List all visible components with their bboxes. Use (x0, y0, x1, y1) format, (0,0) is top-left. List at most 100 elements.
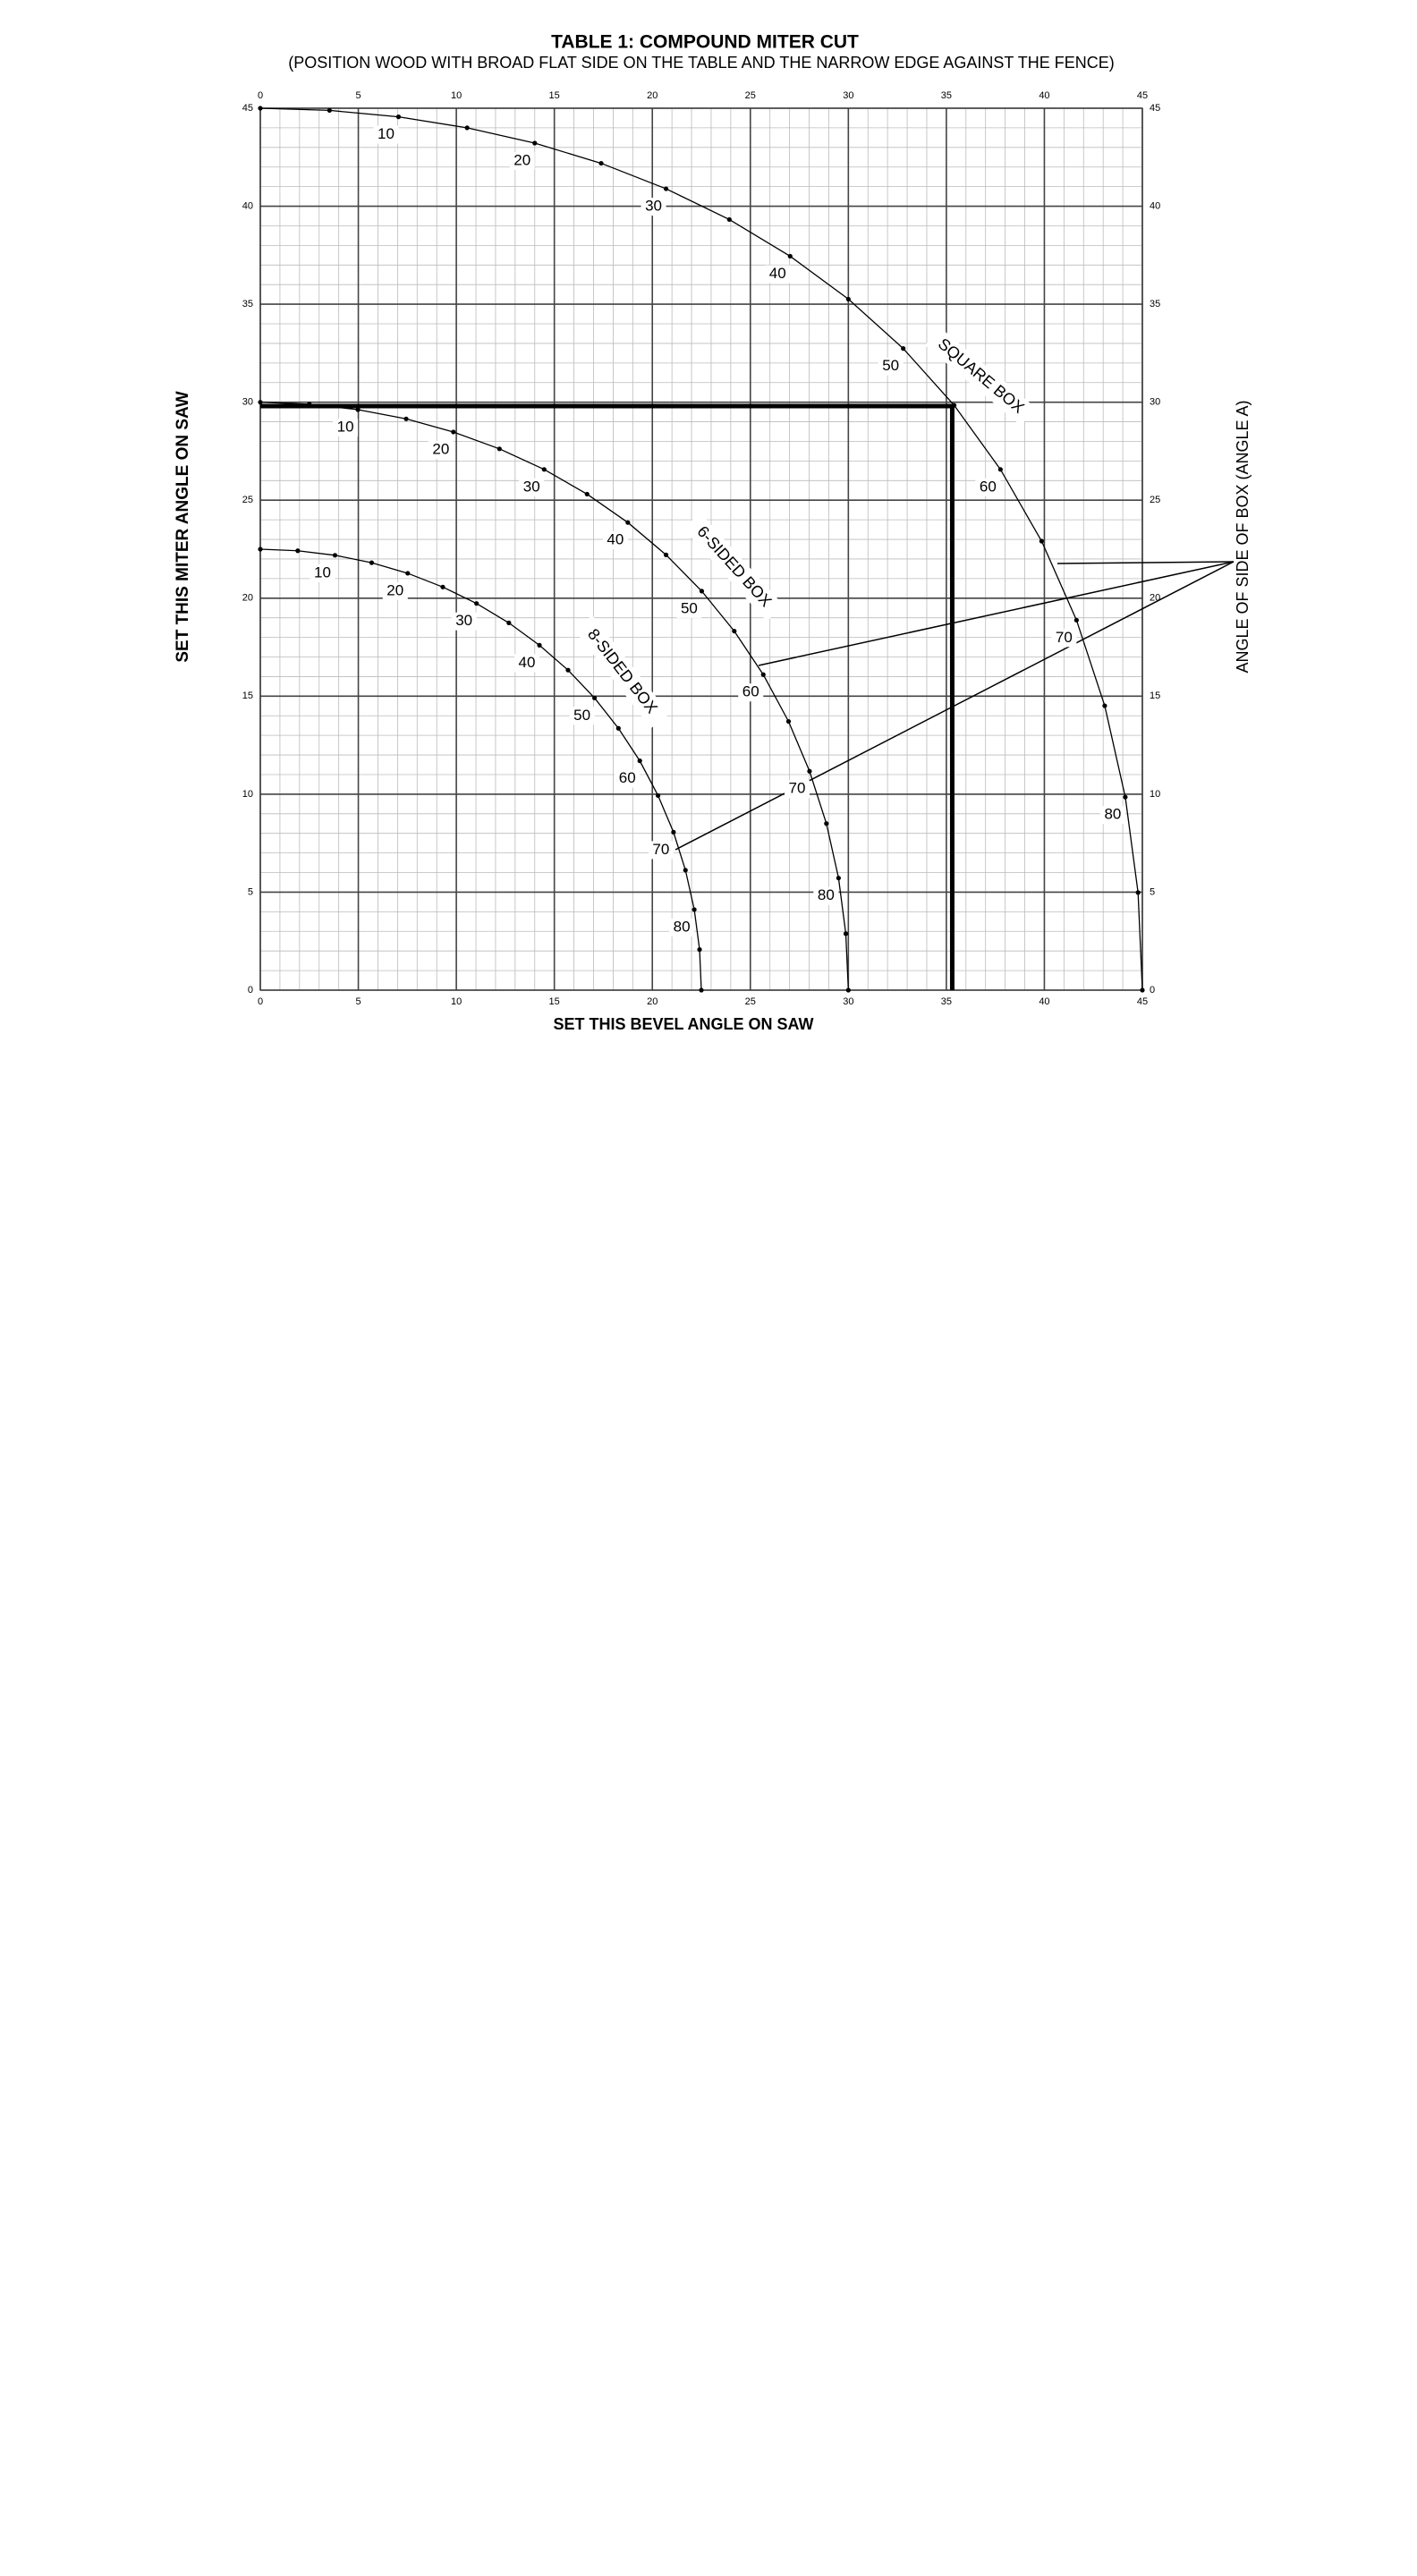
point-label: 30 (645, 198, 662, 215)
x-tick-label: 35 (941, 996, 952, 1007)
data-point (258, 547, 263, 552)
label-bg (373, 125, 399, 144)
x-tick-label: 15 (549, 996, 560, 1007)
data-point (663, 552, 669, 557)
data-point (824, 821, 829, 826)
label-bg (519, 478, 545, 496)
x-tick-label-top: 30 (843, 90, 853, 101)
y-tick-label: 10 (242, 789, 253, 800)
data-point (760, 672, 766, 677)
y-axis-label: SET THIS MITER ANGLE ON SAW (174, 391, 192, 662)
y-tick-label: 0 (248, 985, 253, 996)
point-label: 20 (386, 581, 403, 598)
x-tick-label-top: 35 (941, 90, 952, 101)
label-bg (333, 418, 359, 436)
y-tick-label-right: 25 (1150, 495, 1160, 505)
data-point (836, 876, 841, 881)
point-label: 40 (769, 265, 786, 282)
y-tick-label-right: 40 (1150, 200, 1160, 211)
data-point (845, 987, 851, 993)
point-label: 30 (523, 478, 540, 495)
y-tick-label-right: 5 (1150, 886, 1155, 897)
data-point (615, 725, 621, 731)
minor-grid (259, 107, 1143, 991)
y-tick-label: 30 (242, 397, 253, 408)
data-point (726, 216, 732, 223)
chart-subtitle: (POSITION WOOD WITH BROAD FLAT SIDE ON T… (288, 54, 1114, 72)
label-bg (648, 841, 674, 860)
label-bg (602, 531, 628, 550)
y-tick-label-right: 45 (1150, 103, 1160, 114)
data-point (541, 467, 547, 472)
label-bg (514, 654, 540, 673)
data-point (584, 491, 590, 497)
x-tick-label: 10 (451, 996, 462, 1007)
x-tick-label-top: 25 (745, 90, 756, 101)
label-bg (813, 886, 839, 905)
point-label: 40 (607, 531, 624, 548)
y-tick-label: 5 (248, 886, 253, 897)
y-tick-label: 45 (242, 103, 253, 114)
data-point (440, 584, 445, 589)
data-point (327, 107, 332, 114)
x-tick-label: 25 (745, 996, 756, 1007)
point-label: 10 (314, 564, 331, 580)
data-point (496, 446, 502, 452)
point-label: 20 (432, 440, 449, 457)
data-point (591, 695, 598, 700)
data-point (997, 467, 1003, 472)
data-point (1123, 794, 1128, 800)
data-point (671, 829, 676, 835)
y-tick-label-right: 35 (1150, 299, 1160, 309)
data-point (699, 589, 705, 594)
label-bg (784, 780, 810, 799)
data-point (807, 768, 812, 774)
point-label: 10 (378, 125, 395, 142)
x-tick-label: 5 (355, 996, 361, 1007)
data-point (901, 346, 906, 352)
x-tick-label: 0 (258, 996, 263, 1007)
data-point (845, 296, 851, 302)
y-tick-label: 15 (242, 691, 253, 701)
point-label: 50 (573, 707, 590, 724)
y-tick-label-right: 15 (1150, 691, 1160, 701)
series-label-bg (573, 614, 670, 729)
point-label: 80 (674, 918, 691, 935)
label-bg (676, 599, 702, 618)
x-tick-label: 40 (1039, 996, 1049, 1007)
data-point (332, 553, 338, 558)
x-tick-label: 20 (647, 996, 658, 1007)
label-bg (428, 440, 454, 459)
data-point (732, 628, 737, 634)
data-point (787, 253, 793, 259)
curve (259, 107, 1143, 991)
y-tick-label: 40 (242, 200, 253, 211)
label-bg (975, 478, 1001, 496)
label-bg (451, 612, 477, 631)
data-point (663, 186, 669, 191)
y-tick-label-right: 30 (1150, 397, 1160, 408)
data-point (506, 620, 512, 625)
label-bg (615, 769, 641, 788)
series-label-bg (683, 513, 785, 622)
point-label: 50 (681, 599, 698, 616)
y-tick-label: 35 (242, 299, 253, 309)
point-label: 70 (652, 841, 669, 858)
label-bg (878, 357, 904, 376)
label-bg (509, 152, 535, 171)
annotation: ANGLE OF SIDE OF BOX (ANGLE A) (1234, 400, 1252, 673)
data-point (537, 642, 542, 648)
data-point (692, 907, 697, 912)
data-point (1140, 987, 1145, 993)
point-label: 70 (1056, 629, 1073, 646)
label-bg (569, 707, 595, 725)
data-point (451, 429, 456, 435)
data-point (683, 868, 688, 873)
data-point (625, 520, 631, 525)
data-point (258, 400, 263, 405)
data-point (474, 601, 479, 606)
point-label: 30 (455, 612, 472, 629)
data-point (598, 160, 604, 166)
data-point (1135, 890, 1141, 895)
label-bg (1051, 629, 1077, 648)
